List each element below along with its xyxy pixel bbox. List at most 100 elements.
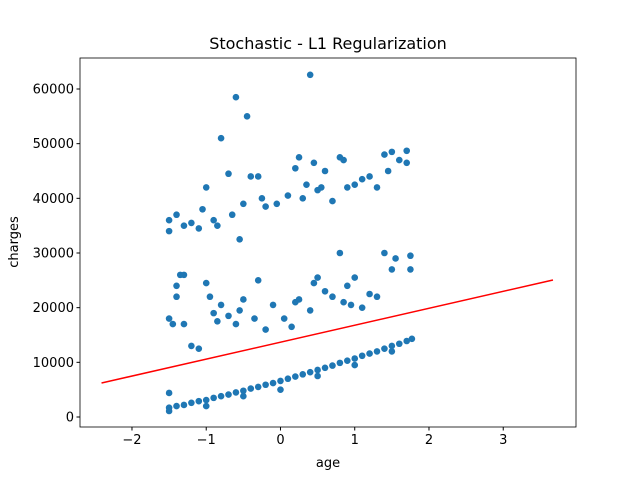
scatter-point xyxy=(225,312,232,320)
scatter-point xyxy=(351,181,359,188)
scatter-point xyxy=(306,307,314,314)
scatter-point xyxy=(373,348,381,355)
scatter-point xyxy=(407,252,414,260)
scatter-point xyxy=(254,383,262,391)
y-tick-label: 30000 xyxy=(33,246,74,261)
scatter-point xyxy=(236,236,243,243)
scatter-point xyxy=(232,93,240,101)
scatter-point xyxy=(336,359,344,367)
x-tick-label: −2 xyxy=(122,433,141,448)
y-tick-label: 10000 xyxy=(33,356,74,371)
scatter-point xyxy=(254,173,262,180)
scatter-point xyxy=(202,402,210,410)
scatter-point xyxy=(180,271,188,279)
scatter-point xyxy=(366,173,373,180)
scatter-point xyxy=(292,164,299,172)
scatter-point xyxy=(408,335,416,343)
scatter-point xyxy=(165,227,173,235)
scatter-point xyxy=(243,113,251,120)
scatter-point xyxy=(358,304,366,311)
scatter-point xyxy=(247,173,255,180)
scatter-point xyxy=(329,197,336,205)
scatter-point xyxy=(366,290,373,298)
x-tick-label: 0 xyxy=(276,433,284,448)
scatter-point xyxy=(195,397,203,405)
scatter-point xyxy=(254,277,262,284)
scatter-point xyxy=(273,200,281,208)
scatter-point xyxy=(292,373,299,380)
scatter-point xyxy=(236,307,243,314)
y-tick-label: 60000 xyxy=(33,82,74,97)
scatter-point xyxy=(299,371,307,378)
scatter-point xyxy=(240,392,247,400)
scatter-point xyxy=(321,364,329,372)
scatter-point xyxy=(195,225,203,232)
scatter-point xyxy=(329,293,336,301)
chart-title: Stochastic - L1 Regularization xyxy=(209,34,447,53)
scatter-point xyxy=(366,350,373,357)
scatter-point xyxy=(232,320,240,328)
scatter-point xyxy=(173,402,180,410)
scatter-point xyxy=(180,320,188,328)
scatter-point xyxy=(329,362,336,369)
scatter-point xyxy=(284,192,292,199)
scatter-point xyxy=(165,389,173,397)
scatter-point xyxy=(392,255,399,262)
y-tick-label: 0 xyxy=(66,410,74,425)
scatter-point xyxy=(217,392,225,400)
scatter-point xyxy=(351,361,359,369)
scatter-point xyxy=(299,195,307,202)
scatter-point xyxy=(169,320,177,328)
scatter-point xyxy=(303,181,310,188)
scatter-point xyxy=(358,352,366,360)
fit-line xyxy=(101,279,554,384)
scatter-point xyxy=(202,279,210,287)
scatter-point xyxy=(318,184,325,191)
scatter-point xyxy=(395,340,403,348)
scatter-point xyxy=(173,282,180,290)
scatter-point xyxy=(210,309,217,317)
scatter-point xyxy=(262,381,269,389)
scatter-point xyxy=(388,148,396,156)
scatter-point xyxy=(306,368,314,376)
plot-frame xyxy=(79,57,577,428)
scatter-point xyxy=(214,222,221,229)
scatter-point xyxy=(217,301,225,309)
scatter-point xyxy=(373,184,381,191)
scatter-point xyxy=(295,296,303,303)
scatter-point xyxy=(225,170,232,178)
scatter-point xyxy=(395,156,403,164)
scatter-point xyxy=(269,301,277,309)
scatter-point xyxy=(388,348,396,355)
scatter-point xyxy=(344,184,351,191)
scatter-point xyxy=(277,377,284,385)
scatter-point xyxy=(258,195,266,202)
scatter-point xyxy=(381,249,388,257)
scatter-point xyxy=(228,211,236,219)
scatter-point xyxy=(188,399,195,407)
scatter-point xyxy=(284,375,292,383)
scatter-point xyxy=(188,342,195,350)
scatter-point xyxy=(240,296,247,303)
x-tick-label: 3 xyxy=(499,433,507,448)
y-axis-label: charges xyxy=(7,216,22,268)
scatter-point xyxy=(280,315,288,322)
scatter-point xyxy=(373,293,381,301)
scatter-point xyxy=(195,345,203,352)
scatter-point xyxy=(388,342,396,350)
scatter-point xyxy=(403,159,411,167)
scatter-point xyxy=(206,293,214,301)
y-tick-label: 40000 xyxy=(33,192,74,207)
scatter-point xyxy=(217,134,225,142)
scatter-point xyxy=(165,315,173,322)
scatter-point xyxy=(251,315,258,322)
scatter-point xyxy=(165,407,173,415)
scatter-point xyxy=(314,366,321,374)
scatter-point xyxy=(351,355,359,362)
scatter-point xyxy=(180,401,188,409)
x-tick-label: 1 xyxy=(351,433,359,448)
scatter-point xyxy=(247,385,255,392)
scatter-point xyxy=(344,357,351,364)
